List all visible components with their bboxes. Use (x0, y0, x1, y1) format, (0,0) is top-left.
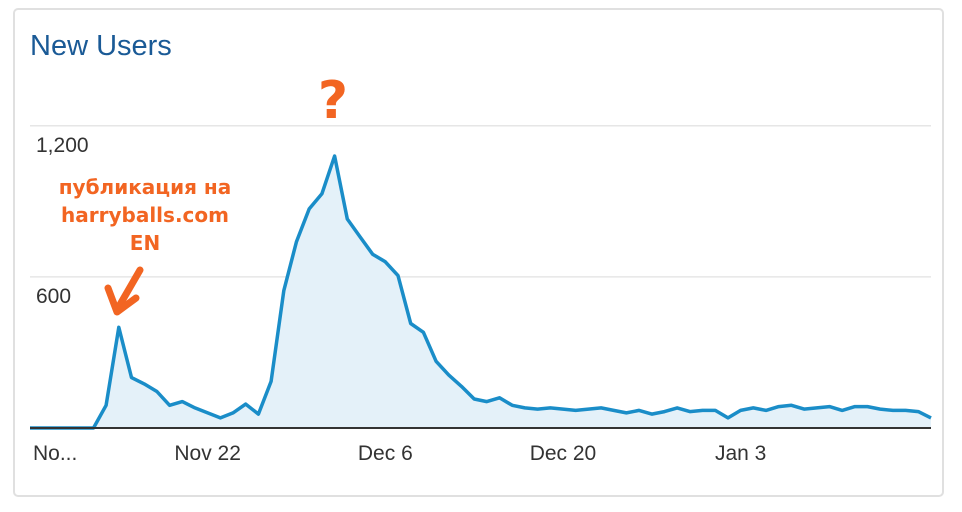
grid-lines (30, 125, 931, 278)
x-axis-labels: No... Nov 22 Dec 6 Dec 20 Jan 3 (33, 442, 766, 465)
annotation-line-3: EN (130, 231, 160, 255)
x-tick-label: Dec 6 (358, 442, 413, 465)
y-tick-label: 600 (36, 285, 71, 308)
x-tick-label: Jan 3 (715, 442, 766, 465)
chart-title: New Users (30, 30, 172, 62)
y-tick-label: 1,200 (36, 134, 89, 157)
x-tick-label: Nov 22 (174, 442, 241, 465)
annotation-arrowhead-icon (104, 284, 140, 316)
series-line (30, 154, 932, 430)
x-tick-label: No... (33, 442, 77, 465)
annotation-question-mark: ? (318, 71, 348, 131)
annotation-arrow-icon (114, 266, 144, 312)
annotation-line-2: harryballs.com (61, 203, 229, 227)
annotation-line-1: публикация на (59, 175, 232, 199)
y-axis-labels: 600 1,200 (36, 134, 89, 308)
x-tick-label: Dec 20 (530, 442, 597, 465)
area-fill (30, 156, 931, 428)
